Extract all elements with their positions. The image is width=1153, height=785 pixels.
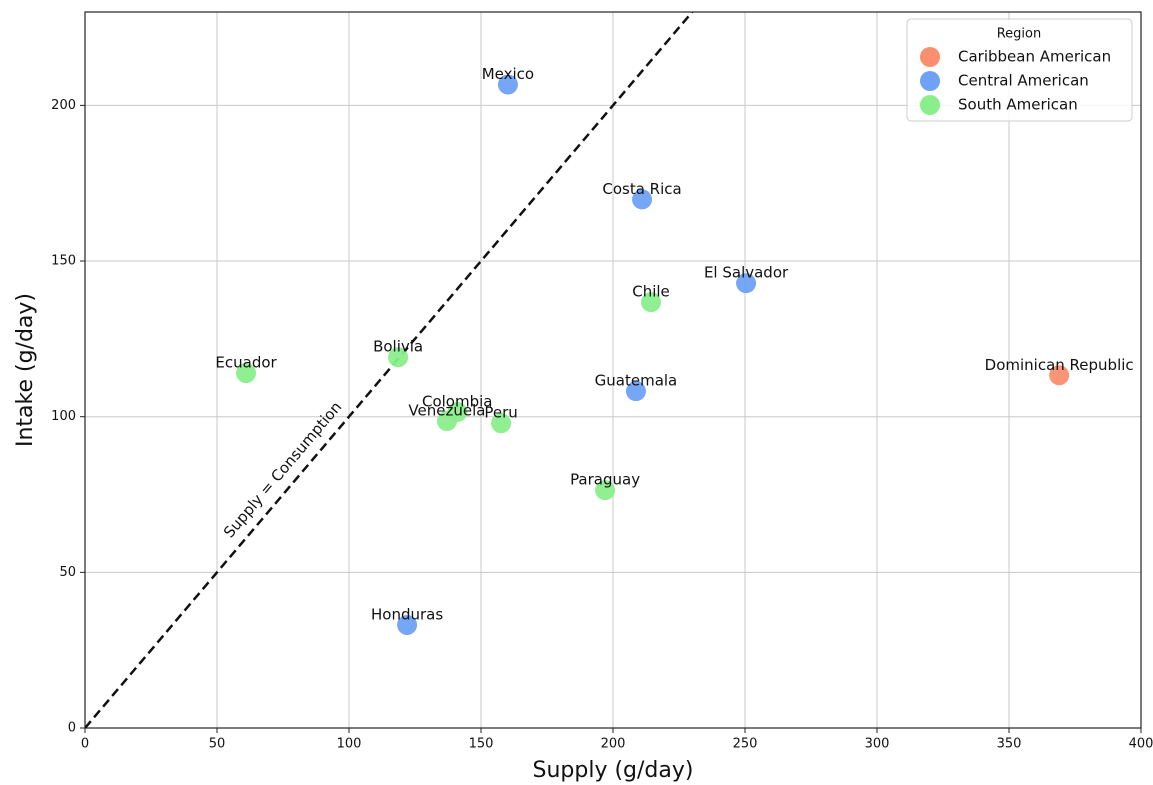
point (736, 273, 757, 294)
point-label: Venezuela (408, 402, 485, 420)
point-label: Peru (484, 404, 517, 422)
legend-marker (920, 95, 940, 115)
x-axis-label: Supply (g/day) (533, 758, 694, 783)
point-label: Chile (632, 283, 670, 301)
y-tick-label: 50 (59, 565, 76, 580)
x-tick-label: 150 (469, 737, 494, 752)
legend-box (906, 18, 1133, 122)
plot-area (85, 12, 1070, 728)
point (497, 74, 518, 95)
y-tick-label: 200 (51, 98, 76, 113)
point (436, 411, 457, 432)
point-label: Ecuador (215, 354, 277, 372)
legend-marker (920, 71, 940, 91)
legend-label: Central American (958, 72, 1089, 90)
x-tick-label: 200 (601, 737, 626, 752)
x-tick-label: 250 (733, 737, 758, 752)
x-tick-label: 300 (865, 737, 890, 752)
point (632, 189, 653, 210)
point (641, 292, 662, 313)
legend-label: South American (958, 96, 1078, 114)
point-label: Colombia (422, 393, 493, 411)
point-label: Bolivia (373, 338, 423, 356)
point-label: Costa Rica (602, 180, 681, 198)
legend-label: Caribbean American (958, 48, 1111, 66)
y-tick-label: 150 (51, 254, 76, 269)
x-tick-label: 350 (997, 737, 1022, 752)
x-tick-label: 0 (81, 737, 89, 752)
x-tick-label: 50 (209, 737, 226, 752)
point-label: El Salvador (704, 264, 789, 282)
x-tick-label: 100 (337, 737, 362, 752)
x-tick-label: 400 (1129, 737, 1153, 752)
point (397, 614, 418, 635)
point-label: Honduras (371, 605, 443, 623)
y-tick-label: 100 (51, 409, 76, 424)
point-label: Mexico (482, 65, 534, 83)
annotation: Supply = Consumption (220, 398, 345, 541)
reference-line (85, 12, 694, 728)
plot-frame (84, 11, 1142, 729)
point (236, 363, 257, 384)
legend-marker (920, 47, 940, 67)
point (388, 347, 409, 368)
point-label: Guatemala (595, 372, 678, 390)
point (1049, 365, 1070, 386)
point (491, 413, 512, 434)
legend-title: Region (997, 27, 1042, 42)
point (595, 480, 616, 501)
y-axis-label: Intake (g/day) (13, 293, 38, 447)
point-label: Dominican Republic (985, 356, 1134, 374)
y-tick-label: 0 (68, 721, 76, 736)
point (625, 381, 646, 402)
point-label: Paraguay (570, 471, 640, 489)
